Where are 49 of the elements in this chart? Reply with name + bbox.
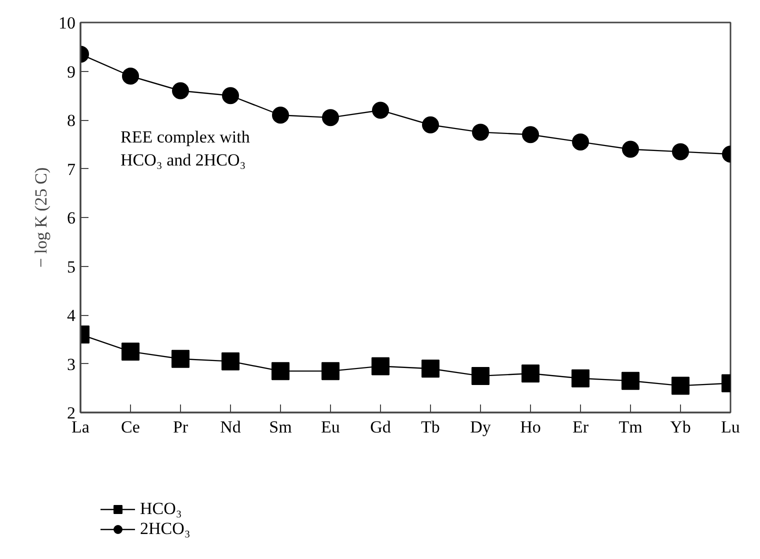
point <box>472 366 490 385</box>
y-tick-label: 9 <box>67 62 76 82</box>
point <box>222 87 239 104</box>
x-tick-label: Ce <box>121 418 140 436</box>
point <box>172 350 190 368</box>
x-tick-label: Ho <box>520 418 541 436</box>
point <box>122 68 139 85</box>
annotation: REE complex with HCO₃ and 2HCO₃ <box>120 128 250 170</box>
point <box>372 102 389 119</box>
x-tick-label: Gd <box>370 418 392 436</box>
y-tick-label: 5 <box>67 257 76 276</box>
point <box>322 362 340 380</box>
point <box>672 143 689 160</box>
point <box>522 126 539 144</box>
x-tick-label: Tm <box>618 418 642 436</box>
point <box>422 116 439 134</box>
x-tick-label: Er <box>572 418 589 436</box>
y-tick-label: 4 <box>67 306 76 325</box>
point <box>572 133 589 150</box>
x-tick-label: Dy <box>470 418 492 436</box>
point <box>672 376 690 395</box>
x-tick-label: Lu <box>721 418 740 436</box>
point <box>222 352 240 370</box>
point <box>622 140 639 158</box>
point <box>572 369 590 388</box>
point <box>372 357 390 376</box>
x-tick-label: Yb <box>670 418 691 436</box>
point <box>522 364 540 382</box>
point <box>322 109 339 126</box>
y-axis-title: − log K (25 C) <box>32 167 50 268</box>
x-tick-label: Eu <box>321 418 340 436</box>
point <box>472 124 489 141</box>
x-tick-label: Nd <box>220 418 242 436</box>
x-tick-label: Sm <box>269 418 292 436</box>
y-tick-label: 8 <box>67 111 76 130</box>
legend-label: 2HCO₃ <box>140 519 190 539</box>
y-tick-label: 10 <box>58 14 76 32</box>
y-tick-label: 7 <box>67 160 76 179</box>
x-tick-label: Tb <box>421 418 440 436</box>
point <box>622 372 640 390</box>
point <box>422 360 440 378</box>
y-tick-label: 6 <box>67 208 76 228</box>
x-tick-label: Pr <box>172 418 188 436</box>
point <box>172 82 189 100</box>
y-tick-label: 3 <box>67 354 76 374</box>
legend-label: HCO₃ <box>140 499 182 519</box>
point <box>122 342 140 361</box>
point <box>272 106 289 124</box>
point <box>272 362 290 380</box>
